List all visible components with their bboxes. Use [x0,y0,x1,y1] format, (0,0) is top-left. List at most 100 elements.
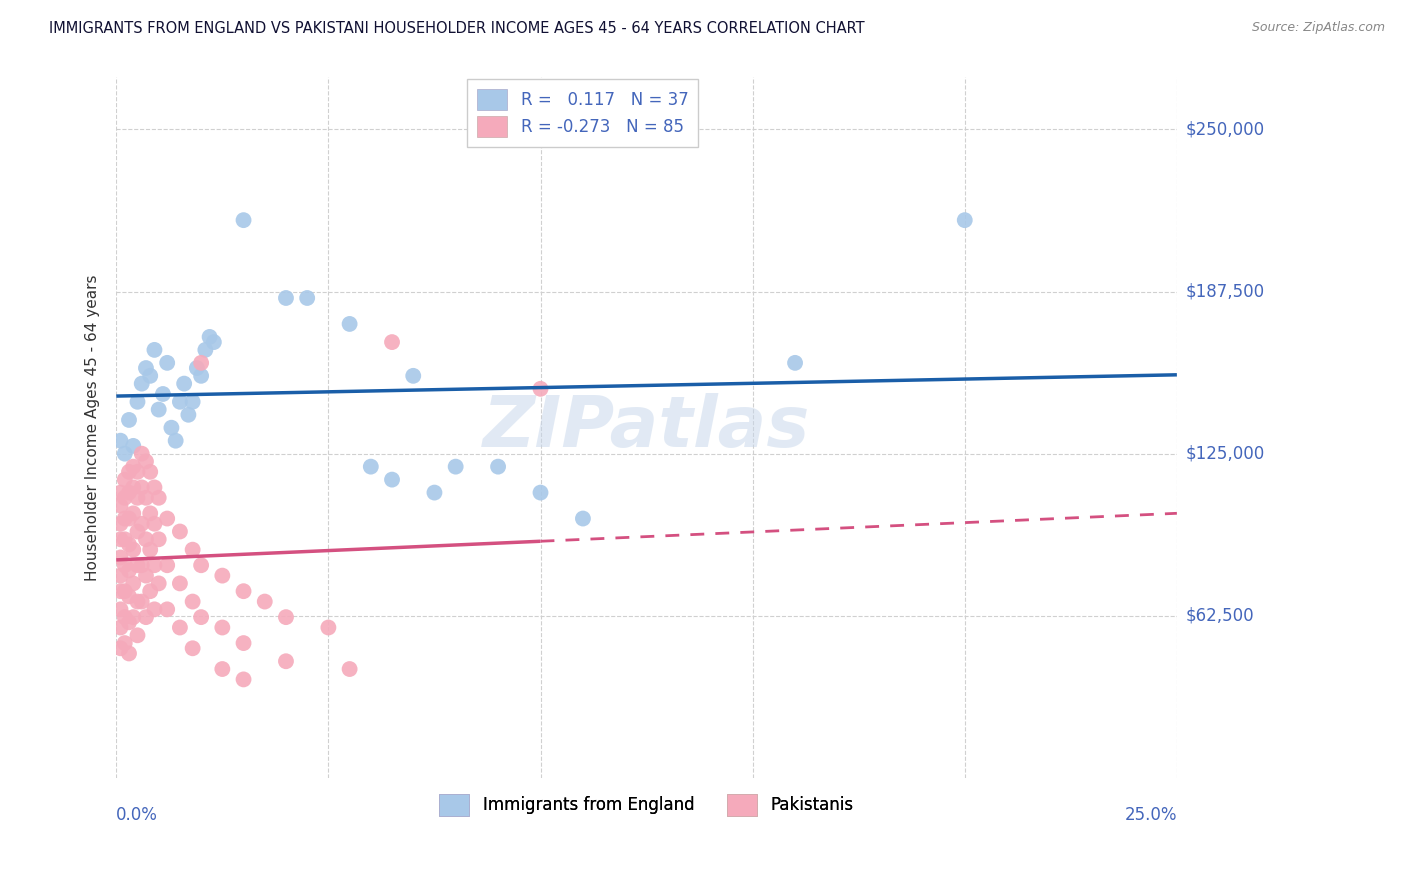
Point [148,402,170,417]
Point [143,516,166,531]
Point [143,343,166,357]
Text: 0.0%: 0.0% [117,806,157,824]
Point [131,480,153,494]
Point [131,376,153,391]
Point [118,590,141,604]
Point [160,421,183,435]
Point [143,480,166,494]
Point [135,610,157,624]
Point [127,465,149,479]
Point [122,480,145,494]
Point [156,602,179,616]
Point [127,558,149,573]
Point [114,584,136,599]
Point [127,491,149,505]
Point [118,413,141,427]
Point [110,485,132,500]
Legend: Immigrants from England, Pakistanis: Immigrants from England, Pakistanis [433,788,860,822]
Point [339,662,361,676]
Point [318,620,340,634]
Point [156,356,179,370]
Point [139,507,162,521]
Point [423,485,446,500]
Point [190,368,212,383]
Point [139,465,162,479]
Point [122,507,145,521]
Point [181,641,204,656]
Text: Source: ZipAtlas.com: Source: ZipAtlas.com [1251,21,1385,34]
Text: ZIPatlas: ZIPatlas [482,393,810,462]
Point [198,330,221,344]
Point [127,628,149,642]
Point [114,610,136,624]
Point [131,558,153,573]
Point [118,485,141,500]
Point [156,511,179,525]
Point [177,408,200,422]
Point [381,335,404,350]
Point [360,459,382,474]
Point [143,558,166,573]
Point [295,291,318,305]
Point [148,576,170,591]
Point [127,394,149,409]
Text: IMMIGRANTS FROM ENGLAND VS PAKISTANI HOUSEHOLDER INCOME AGES 45 - 64 YEARS CORRE: IMMIGRANTS FROM ENGLAND VS PAKISTANI HOU… [49,21,865,36]
Point [444,459,467,474]
Point [169,524,191,539]
Point [169,394,191,409]
Point [202,335,225,350]
Point [118,647,141,661]
Point [122,459,145,474]
Point [148,533,170,547]
Text: 25.0%: 25.0% [1125,806,1177,824]
Point [274,654,297,668]
Point [135,361,157,376]
Point [110,533,132,547]
Point [118,563,141,577]
Point [114,533,136,547]
Point [114,558,136,573]
Point [529,382,551,396]
Point [232,636,254,650]
Point [110,499,132,513]
Point [529,485,551,500]
Point [131,594,153,608]
Point [110,602,132,616]
Point [381,473,404,487]
Point [148,491,170,505]
Point [156,558,179,573]
Point [114,636,136,650]
Point [135,454,157,468]
Point [110,434,132,448]
Point [173,376,195,391]
Point [122,542,145,557]
Point [232,213,254,227]
Point [139,542,162,557]
Point [118,511,141,525]
Point [118,465,141,479]
Point [135,568,157,582]
Point [114,491,136,505]
Point [114,447,136,461]
Point [169,620,191,634]
Point [253,594,276,608]
Point [211,662,233,676]
Point [110,568,132,582]
Text: $250,000: $250,000 [1185,120,1264,138]
Point [152,387,174,401]
Point [110,620,132,634]
Point [135,533,157,547]
Point [194,343,217,357]
Point [118,615,141,630]
Point [114,511,136,525]
Point [232,673,254,687]
Point [186,361,208,376]
Point [169,576,191,591]
Point [274,610,297,624]
Point [181,594,204,608]
Point [135,491,157,505]
Point [232,584,254,599]
Point [122,439,145,453]
Point [339,317,361,331]
Point [274,291,297,305]
